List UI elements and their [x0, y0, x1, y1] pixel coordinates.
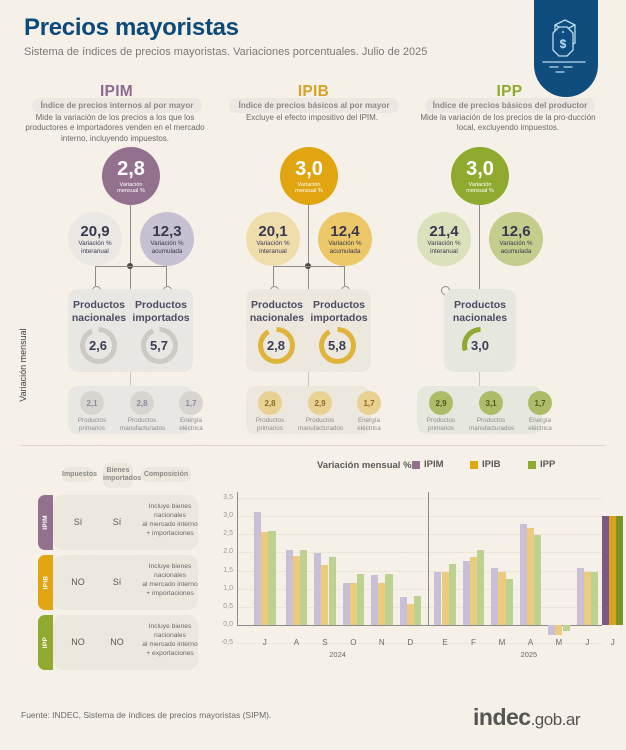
svg-text:$: $: [560, 37, 567, 51]
